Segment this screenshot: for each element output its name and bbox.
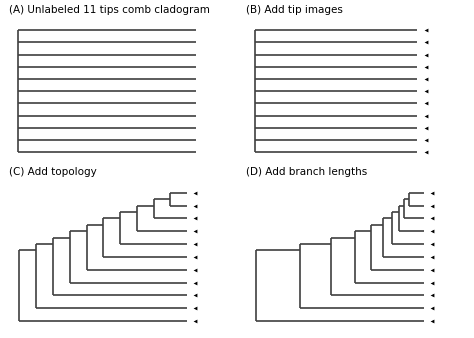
- Text: (C) Add topology: (C) Add topology: [9, 167, 97, 176]
- Text: (A) Unlabeled 11 tips comb cladogram: (A) Unlabeled 11 tips comb cladogram: [9, 5, 210, 15]
- Text: (B) Add tip images: (B) Add tip images: [246, 5, 343, 15]
- Text: (D) Add branch lengths: (D) Add branch lengths: [246, 167, 368, 176]
